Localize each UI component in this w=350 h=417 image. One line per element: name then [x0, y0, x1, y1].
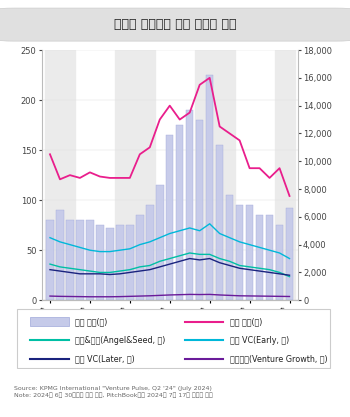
Bar [96, 225, 104, 300]
Bar [274, 50, 294, 300]
Bar [226, 195, 233, 300]
FancyBboxPatch shape [0, 8, 350, 41]
FancyBboxPatch shape [30, 317, 69, 326]
Bar [106, 228, 114, 300]
Bar [76, 220, 84, 300]
Text: Source: KPMG International "Venture Pulse, Q2 '24" (July 2024)
Note: 2024년 6월 30: Source: KPMG International "Venture Puls… [14, 386, 213, 398]
Bar [246, 205, 253, 300]
Bar [46, 220, 54, 300]
Bar [45, 50, 75, 300]
Bar [216, 145, 223, 300]
Bar [176, 125, 183, 300]
Text: 글로벌 벤처투자 규모 분기별 추이: 글로벌 벤처투자 규모 분기별 추이 [114, 18, 236, 31]
Bar [156, 185, 163, 300]
Bar [206, 75, 214, 300]
Text: (십억 달러): (십억 달러) [6, 31, 37, 40]
Bar [115, 50, 155, 300]
Bar [86, 220, 94, 300]
Bar [146, 205, 154, 300]
Text: 투자 건수(우): 투자 건수(우) [230, 317, 262, 326]
Text: 투자 규모(좌): 투자 규모(좌) [75, 317, 107, 326]
Bar [136, 215, 144, 300]
Bar [276, 225, 283, 300]
Text: 초기 VC(Early, 우): 초기 VC(Early, 우) [230, 336, 289, 344]
Bar [186, 110, 194, 300]
Bar [66, 220, 74, 300]
Bar [126, 225, 134, 300]
Bar [116, 225, 124, 300]
Text: 엔젤&시드(Angel&Seed, 우): 엔젤&시드(Angel&Seed, 우) [75, 336, 166, 344]
Bar [256, 215, 263, 300]
Bar [196, 120, 203, 300]
Bar [236, 205, 243, 300]
FancyBboxPatch shape [17, 309, 330, 368]
Text: 벤처성장(Venture Growth, 우): 벤처성장(Venture Growth, 우) [230, 354, 327, 363]
Text: 후기 VC(Later, 우): 후기 VC(Later, 우) [75, 354, 135, 363]
Bar [195, 50, 235, 300]
Bar [286, 208, 293, 300]
Bar [166, 135, 174, 300]
Text: (건): (건) [331, 31, 343, 40]
Bar [56, 210, 64, 300]
Bar [266, 215, 273, 300]
